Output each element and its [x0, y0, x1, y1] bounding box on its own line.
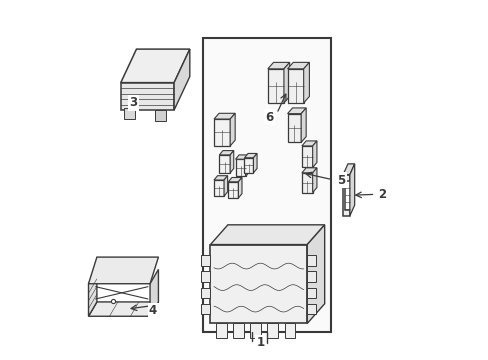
Bar: [306, 288, 316, 298]
Bar: [201, 288, 210, 298]
Bar: [287, 69, 303, 103]
Polygon shape: [245, 155, 249, 176]
Text: 5: 5: [337, 174, 345, 186]
Bar: [287, 114, 301, 142]
Polygon shape: [88, 302, 158, 316]
Bar: [201, 304, 210, 315]
Polygon shape: [303, 62, 309, 103]
Polygon shape: [238, 177, 242, 198]
Bar: [267, 323, 278, 338]
Text: 1: 1: [256, 336, 264, 349]
Bar: [201, 271, 210, 282]
Polygon shape: [287, 108, 305, 114]
Bar: [124, 108, 135, 119]
Text: 4: 4: [149, 305, 157, 318]
Polygon shape: [343, 164, 354, 175]
Text: 6: 6: [265, 111, 273, 124]
Polygon shape: [301, 108, 305, 142]
Polygon shape: [306, 225, 324, 323]
Polygon shape: [155, 110, 165, 121]
Bar: [228, 182, 238, 198]
Polygon shape: [301, 168, 316, 173]
Polygon shape: [88, 257, 158, 284]
Polygon shape: [210, 225, 324, 244]
Bar: [301, 173, 312, 193]
Polygon shape: [214, 113, 235, 119]
Polygon shape: [287, 62, 309, 69]
Bar: [306, 271, 316, 282]
Bar: [235, 159, 245, 176]
Polygon shape: [267, 62, 289, 69]
Polygon shape: [230, 113, 235, 146]
Polygon shape: [253, 153, 257, 173]
Polygon shape: [224, 176, 227, 196]
Polygon shape: [219, 150, 233, 155]
Polygon shape: [235, 155, 249, 159]
Bar: [284, 323, 295, 338]
Bar: [301, 146, 312, 167]
Bar: [250, 323, 261, 338]
Polygon shape: [312, 141, 316, 167]
Polygon shape: [244, 153, 257, 158]
Polygon shape: [121, 83, 174, 110]
Bar: [210, 244, 306, 323]
Polygon shape: [343, 175, 349, 216]
Polygon shape: [230, 150, 233, 173]
Polygon shape: [312, 168, 316, 193]
Bar: [306, 304, 316, 315]
Bar: [203, 39, 330, 332]
Bar: [244, 158, 253, 173]
Bar: [214, 119, 230, 146]
Polygon shape: [121, 49, 189, 83]
Bar: [215, 323, 226, 338]
Bar: [201, 255, 210, 266]
Bar: [214, 180, 224, 196]
Polygon shape: [284, 62, 289, 103]
Bar: [267, 69, 284, 103]
Polygon shape: [88, 269, 97, 316]
Bar: [219, 155, 230, 173]
Text: 2: 2: [378, 188, 386, 201]
Bar: [233, 323, 244, 338]
Polygon shape: [150, 269, 158, 316]
Text: 3: 3: [129, 96, 137, 109]
Polygon shape: [228, 177, 242, 182]
Polygon shape: [214, 176, 227, 180]
Polygon shape: [174, 49, 189, 110]
Polygon shape: [301, 141, 316, 146]
Polygon shape: [349, 164, 354, 216]
Bar: [306, 255, 316, 266]
